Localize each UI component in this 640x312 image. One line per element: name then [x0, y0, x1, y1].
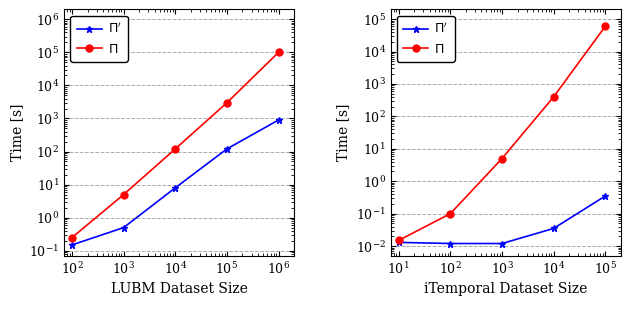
- Legend: $\Pi'$, $\Pi$: $\Pi'$, $\Pi$: [70, 16, 128, 62]
- $\Pi$: [120, 193, 127, 197]
- $\Pi'$: [275, 118, 282, 122]
- Y-axis label: Time [s]: Time [s]: [336, 104, 350, 161]
- Legend: $\Pi'$, $\Pi$: $\Pi'$, $\Pi$: [397, 16, 454, 62]
- $\Pi'$: [395, 241, 403, 244]
- $\Pi$: [223, 101, 231, 105]
- Y-axis label: Time [s]: Time [s]: [10, 104, 24, 161]
- $\Pi'$: [498, 241, 506, 245]
- Line: $\Pi$: $\Pi$: [396, 23, 609, 244]
- $\Pi'$: [223, 147, 231, 151]
- Line: $\Pi$: $\Pi$: [68, 49, 282, 241]
- Line: $\Pi'$: $\Pi'$: [396, 193, 609, 247]
- $\Pi$: [498, 157, 506, 160]
- $\Pi'$: [172, 186, 179, 190]
- Line: $\Pi'$: $\Pi'$: [68, 116, 282, 248]
- $\Pi$: [275, 51, 282, 54]
- $\Pi$: [447, 212, 454, 216]
- $\Pi$: [395, 238, 403, 242]
- $\Pi'$: [550, 227, 557, 230]
- $\Pi'$: [447, 241, 454, 245]
- $\Pi$: [602, 24, 609, 28]
- X-axis label: LUBM Dataset Size: LUBM Dataset Size: [111, 282, 248, 296]
- $\Pi'$: [68, 243, 76, 247]
- $\Pi$: [172, 147, 179, 151]
- $\Pi'$: [120, 226, 127, 230]
- $\Pi$: [68, 236, 76, 239]
- $\Pi'$: [602, 194, 609, 198]
- $\Pi$: [550, 95, 557, 99]
- X-axis label: iTemporal Dataset Size: iTemporal Dataset Size: [424, 282, 588, 296]
